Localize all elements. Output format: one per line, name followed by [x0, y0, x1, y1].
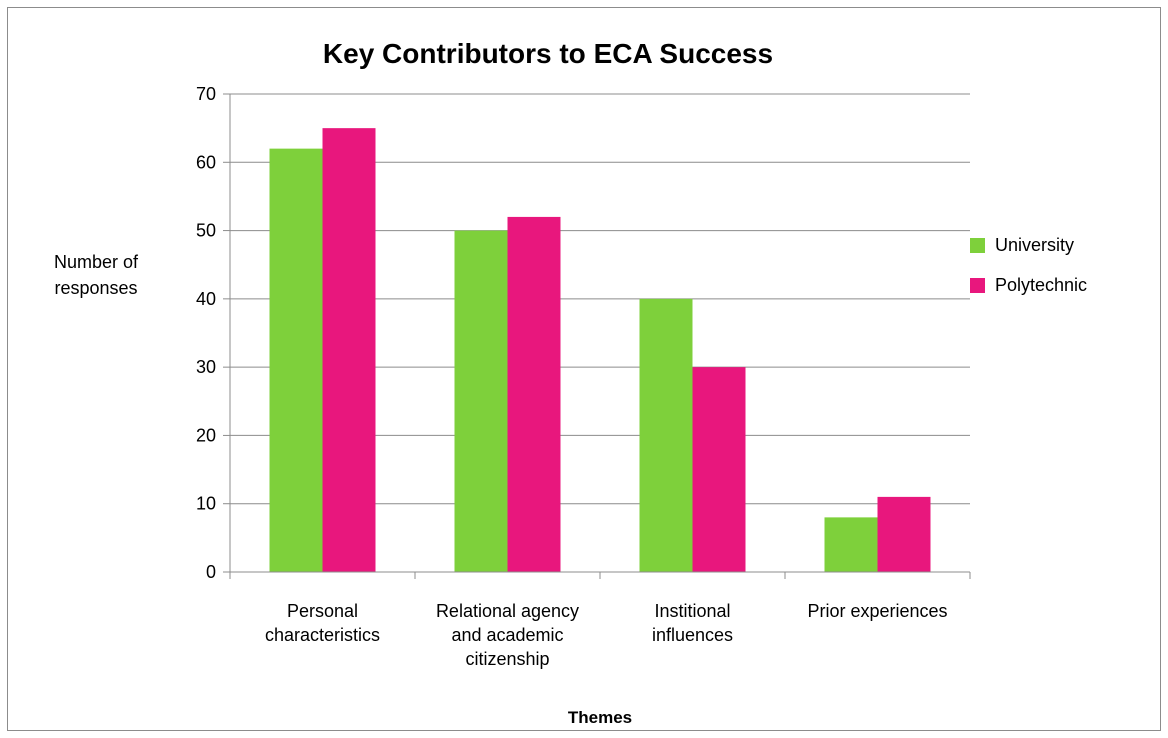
legend-label-university: University	[995, 235, 1074, 255]
y-tick-label: 70	[196, 84, 216, 104]
y-tick-label: 10	[196, 494, 216, 514]
x-category-label: Personal	[287, 601, 358, 621]
x-category-label: characteristics	[265, 625, 380, 645]
bar-polytechnic-3	[692, 367, 746, 572]
bar-university-3	[639, 298, 693, 572]
legend: University Polytechnic	[970, 235, 1087, 295]
legend-swatch-university	[970, 238, 985, 253]
chart-title: Key Contributors to ECA Success	[323, 38, 773, 69]
bar-polytechnic-4	[877, 496, 931, 572]
bar-university-4	[824, 517, 878, 572]
y-tick-label: 30	[196, 357, 216, 377]
x-category-label: Prior experiences	[807, 601, 947, 621]
chart-frame	[7, 7, 1161, 731]
x-category-label: and academic	[451, 625, 563, 645]
x-category-label: Relational agency	[436, 601, 579, 621]
bars	[269, 128, 931, 573]
y-tick-label: 40	[196, 289, 216, 309]
bar-university-2	[454, 230, 508, 573]
x-axis-title: Themes	[568, 708, 632, 727]
y-axis-title: Number of responses	[54, 252, 139, 298]
x-category-labels: Personal characteristics Relational agency…	[265, 601, 948, 669]
axes	[229, 94, 971, 579]
y-tick-label: 50	[196, 221, 216, 241]
y-tick-label: 20	[196, 425, 216, 445]
bar-university-1	[269, 148, 323, 572]
y-axis-title-line: responses	[54, 278, 137, 298]
y-tick-labels: 0 10 20 30 40 50 60 70	[196, 84, 216, 582]
x-category-label: influences	[652, 625, 733, 645]
legend-label-polytechnic: Polytechnic	[995, 275, 1087, 295]
y-tick-label: 0	[206, 562, 216, 582]
bar-polytechnic-2	[507, 216, 561, 572]
x-category-label: Institional	[654, 601, 730, 621]
x-category-label: citizenship	[465, 649, 549, 669]
y-tick-label: 60	[196, 152, 216, 172]
legend-swatch-polytechnic	[970, 278, 985, 293]
y-axis-title-line: Number of	[54, 252, 139, 272]
bar-polytechnic-1	[322, 128, 376, 572]
